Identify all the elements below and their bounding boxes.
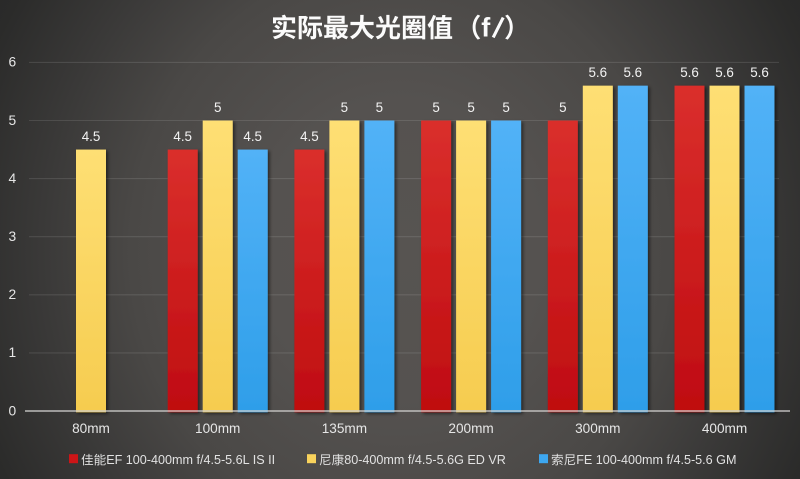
svg-text:80-400mm f/4.5-5.6G ED VR: 80-400mm f/4.5-5.6G ED VR [344, 453, 506, 467]
svg-text:5.6: 5.6 [588, 65, 607, 80]
svg-text:5.6: 5.6 [623, 65, 642, 80]
svg-text:EF 100-400mm f/4.5-5.6L IS II: EF 100-400mm f/4.5-5.6L IS II [106, 453, 275, 467]
svg-text:4.5: 4.5 [243, 129, 262, 144]
svg-text:3: 3 [9, 229, 17, 244]
svg-text:5: 5 [214, 100, 221, 115]
svg-text:4.5: 4.5 [173, 129, 192, 144]
svg-text:4.5: 4.5 [82, 129, 101, 144]
svg-text:5: 5 [376, 100, 383, 115]
svg-text:5.6: 5.6 [750, 65, 769, 80]
svg-text:f: f [481, 13, 491, 43]
svg-text:400mm: 400mm [702, 421, 747, 436]
svg-text:0: 0 [9, 403, 17, 418]
svg-text:5: 5 [559, 100, 566, 115]
svg-text:135mm: 135mm [322, 421, 367, 436]
svg-text:5.6: 5.6 [680, 65, 699, 80]
svg-text:1: 1 [9, 345, 17, 360]
svg-text:2: 2 [9, 287, 17, 302]
svg-text:200mm: 200mm [448, 421, 493, 436]
svg-text:100mm: 100mm [195, 421, 240, 436]
svg-text:5: 5 [9, 113, 17, 128]
svg-text:300mm: 300mm [575, 421, 620, 436]
svg-text:5.6: 5.6 [715, 65, 734, 80]
svg-text:4: 4 [9, 171, 17, 186]
svg-text:5: 5 [432, 100, 439, 115]
svg-text:6: 6 [9, 55, 17, 70]
svg-text:5: 5 [502, 100, 509, 115]
svg-text:FE 100-400mm f/4.5-5.6 GM: FE 100-400mm f/4.5-5.6 GM [576, 453, 736, 467]
svg-text:80mm: 80mm [72, 421, 110, 436]
svg-text:4.5: 4.5 [300, 129, 319, 144]
svg-text:5: 5 [341, 100, 348, 115]
svg-text:5: 5 [467, 100, 474, 115]
